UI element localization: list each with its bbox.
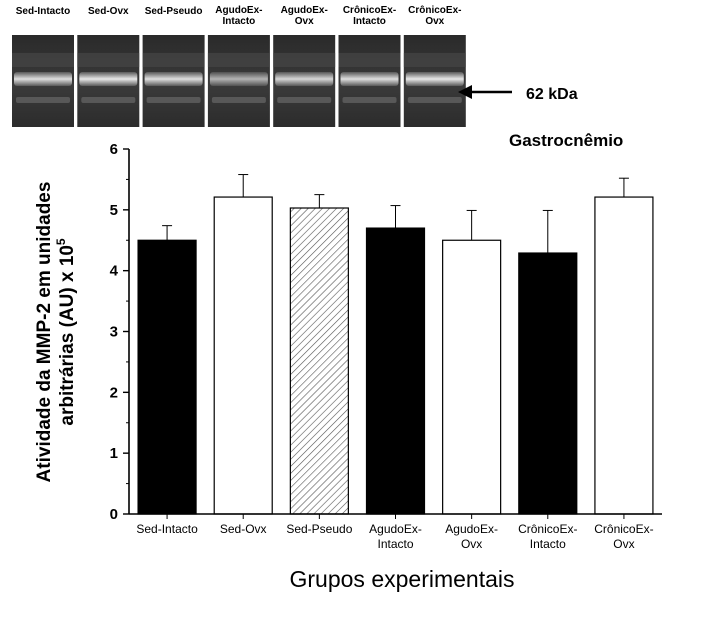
blot-smear <box>273 53 336 67</box>
x-tick-label: Sed-Pseudo <box>286 522 352 536</box>
blot-lane: CrônicoEx-Ovx <box>403 5 466 127</box>
blot-lane-label: AgudoEx- <box>281 5 328 16</box>
blot-band <box>144 72 203 86</box>
blot-lane-label: Intacto <box>353 16 386 27</box>
x-tick-label: Ovx <box>613 537 634 551</box>
arrow-head-icon <box>458 85 472 99</box>
blot-lane-label: Ovx <box>425 16 444 27</box>
blot-band <box>275 72 334 86</box>
y-axis-title: Atividade da MMP-2 em unidades arbitrári… <box>34 182 78 483</box>
blot-lane: Sed-Ovx <box>77 6 140 127</box>
y-tick-label: 0 <box>110 506 118 523</box>
blot-band <box>209 72 268 86</box>
bar <box>594 196 654 515</box>
marker-label: 62 kDa <box>526 86 578 103</box>
x-tick-label: Sed-Intacto <box>136 522 198 536</box>
bars-group <box>137 174 654 515</box>
blot-lower-band <box>16 97 70 103</box>
y-axis-title-line2: arbitrárias (AU) x 105 <box>54 238 78 426</box>
blot-lane-label: CrônicoEx- <box>408 5 461 16</box>
x-tick-label: Ovx <box>461 537 482 551</box>
x-tick-label: CrônicoEx- <box>594 522 653 536</box>
blot-band <box>340 72 399 86</box>
blot-lane-label: Sed-Intacto <box>16 6 70 17</box>
x-tick-label: Sed-Ovx <box>220 522 267 536</box>
zymogram-blot: Sed-Intacto Sed-Ovx Sed-Pseudo AgudoEx-Inta… <box>12 5 466 127</box>
blot-lane-label: CrônicoEx- <box>343 5 396 16</box>
x-tick-label: AgudoEx- <box>369 522 422 536</box>
y-axis-title-line1: Atividade da MMP-2 em unidades <box>34 182 55 483</box>
blot-smear <box>207 53 270 67</box>
blot-lower-band <box>211 97 266 103</box>
blot-smear <box>12 53 74 67</box>
bar <box>213 196 273 515</box>
blot-band <box>79 72 138 86</box>
blot-smear <box>77 53 140 67</box>
y-tick-label: 4 <box>110 263 119 280</box>
chart-title: Gastrocnêmio <box>509 131 623 150</box>
blot-lane-label: AgudoEx- <box>215 5 262 16</box>
blot-lane-label: Sed-Pseudo <box>145 6 203 17</box>
blot-lane: AgudoEx-Intacto <box>207 5 270 127</box>
blot-smear <box>338 53 401 67</box>
x-tick-label: CrônicoEx- <box>518 522 577 536</box>
blot-lower-band <box>146 97 201 103</box>
blot-lane: AgudoEx-Ovx <box>273 5 336 127</box>
bar-chart: Gastrocnêmio Sed-Intacto Sed-Ovx Sed-Pseud… <box>34 131 662 592</box>
bar <box>289 207 349 515</box>
blot-smear <box>142 53 205 67</box>
bar <box>518 252 578 515</box>
blot-lower-band <box>81 97 136 103</box>
blot-smear <box>403 53 466 67</box>
y-tick-label: 3 <box>110 324 118 341</box>
y-tick-label: 1 <box>110 445 118 462</box>
y-tick-label: 5 <box>110 202 118 219</box>
y-tick-label: 6 <box>110 141 118 158</box>
x-tick-label: AgudoEx- <box>445 522 498 536</box>
blot-band <box>405 72 464 86</box>
blot-lane-label: Intacto <box>223 16 256 27</box>
blot-lane: Sed-Pseudo <box>142 6 205 127</box>
blot-lower-band <box>277 97 332 103</box>
axes-group: Sed-Intacto Sed-Ovx Sed-Pseudo AgudoEx-Inta… <box>110 141 662 551</box>
blot-lane: CrônicoEx-Intacto <box>338 5 401 127</box>
blot-lower-band <box>407 97 462 103</box>
x-tick-label: Intacto <box>377 537 413 551</box>
bar <box>442 239 502 515</box>
blot-lane-label: Sed-Ovx <box>88 6 129 17</box>
blot-lower-band <box>342 97 397 103</box>
y-tick-label: 2 <box>110 384 118 401</box>
blot-lane-label: Ovx <box>295 16 314 27</box>
x-axis-title: Grupos experimentais <box>290 566 515 592</box>
bar <box>137 239 197 515</box>
blot-lane: Sed-Intacto <box>12 6 74 127</box>
bar <box>365 227 426 515</box>
y-axis-title-exponent: 5 <box>54 238 68 245</box>
marker-annotation: 62 kDa <box>458 85 578 103</box>
x-tick-label: Intacto <box>530 537 566 551</box>
blot-band <box>14 72 72 86</box>
y-axis-title-line2-text: arbitrárias (AU) x 10 <box>57 245 78 426</box>
